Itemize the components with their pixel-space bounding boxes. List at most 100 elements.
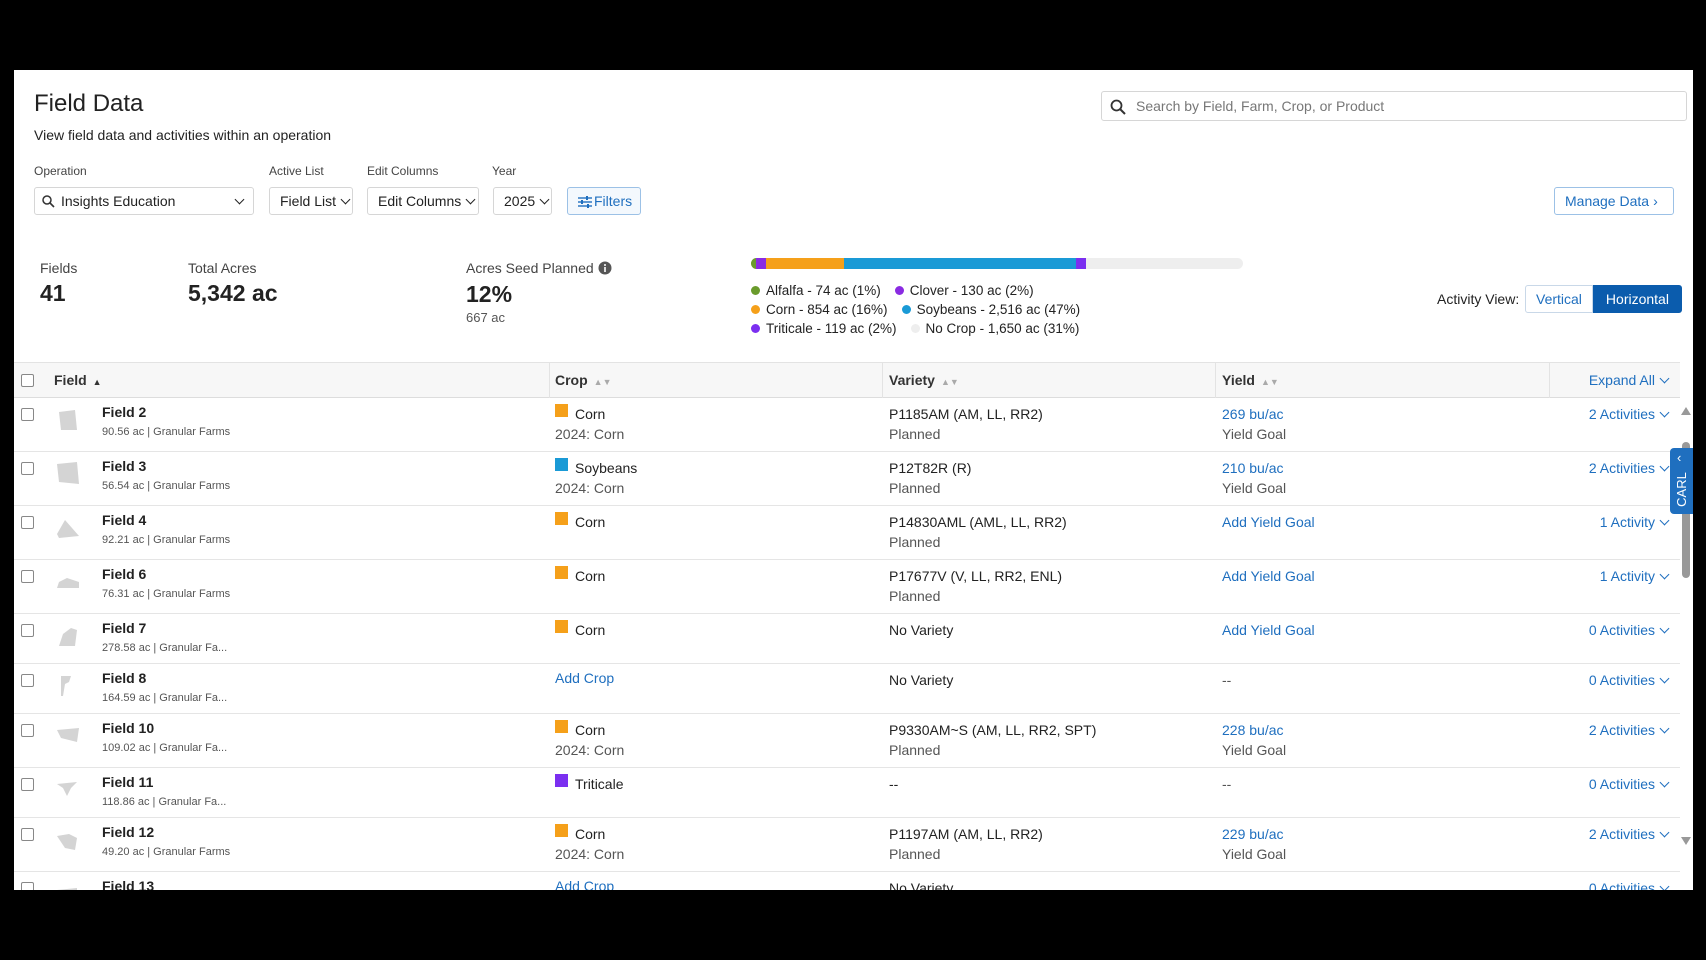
year-dropdown[interactable]: 2025 bbox=[493, 187, 552, 215]
table-row[interactable]: Field 7 278.58 ac | Granular Fa... Corn No … bbox=[14, 614, 1680, 664]
variety-status: Planned bbox=[889, 480, 941, 496]
table-row[interactable]: Field 6 76.31 ac | Granular Farms Corn P176… bbox=[14, 560, 1680, 614]
field-name[interactable]: Field 4 bbox=[102, 512, 147, 528]
column-header-text: Field bbox=[54, 372, 87, 388]
active-list-dropdown[interactable]: Field List bbox=[269, 187, 353, 215]
activities-toggle[interactable]: 2 Activities bbox=[1589, 460, 1668, 476]
field-name[interactable]: Field 13 bbox=[102, 878, 155, 890]
bar-segment bbox=[751, 258, 756, 269]
filters-button[interactable]: Filters bbox=[567, 187, 641, 215]
checkbox[interactable] bbox=[21, 724, 34, 737]
yield-link[interactable]: Add Yield Goal bbox=[1222, 622, 1315, 638]
field-detail: 164.59 ac | Granular Fa... bbox=[102, 692, 228, 704]
column-header[interactable]: Crop ▲▼ bbox=[555, 372, 612, 388]
table-row[interactable]: Field 2 90.56 ac | Granular Farms Corn 2024… bbox=[14, 398, 1680, 452]
field-name[interactable]: Field 6 bbox=[102, 566, 147, 582]
table-row[interactable]: Field 12 49.20 ac | Granular Farms Corn 202… bbox=[14, 818, 1680, 872]
activities-toggle[interactable]: 1 Activity bbox=[1600, 514, 1668, 530]
crop-name: Corn bbox=[575, 514, 606, 530]
checkbox[interactable] bbox=[21, 674, 34, 687]
chevron bbox=[230, 188, 243, 214]
yield-link[interactable]: Add Yield Goal bbox=[1222, 568, 1315, 584]
checkbox[interactable] bbox=[21, 374, 34, 387]
checkbox[interactable] bbox=[21, 408, 34, 421]
legend-item: Corn - 854 ac (16%) bbox=[751, 302, 888, 317]
scroll-down[interactable] bbox=[1680, 836, 1692, 846]
checkbox[interactable] bbox=[21, 778, 34, 791]
activities-toggle[interactable]: 2 Activities bbox=[1589, 826, 1668, 842]
column-header[interactable]: Variety ▲▼ bbox=[889, 372, 959, 388]
field-name[interactable]: Field 2 bbox=[102, 404, 147, 420]
legend-item: Clover - 130 ac (2%) bbox=[894, 283, 1034, 298]
checkbox[interactable] bbox=[21, 828, 34, 841]
sort-icon: ▲ bbox=[92, 377, 102, 387]
activities-toggle[interactable]: 0 Activities bbox=[1589, 880, 1668, 890]
crop-swatch bbox=[555, 620, 568, 633]
field-shape bbox=[57, 728, 79, 742]
yield-empty: -- bbox=[1222, 672, 1232, 688]
field-thumbnail bbox=[61, 676, 71, 696]
table-header bbox=[14, 362, 1680, 398]
add-crop-link[interactable]: Add Crop bbox=[555, 878, 615, 890]
search-box[interactable]: Search by Field, Farm, Crop, or Product bbox=[1101, 91, 1687, 121]
variety-status: Planned bbox=[889, 742, 941, 758]
field-shape bbox=[59, 628, 77, 646]
yield-link[interactable]: 269 bu/ac bbox=[1222, 406, 1284, 422]
legend-item: Triticale - 119 ac (2%) bbox=[751, 321, 897, 336]
manage-data-button[interactable]: Manage Data › bbox=[1554, 187, 1674, 215]
column-header[interactable]: Yield ▲▼ bbox=[1222, 372, 1279, 388]
variety-status: Planned bbox=[889, 846, 941, 862]
field-shape bbox=[57, 578, 79, 588]
checkbox[interactable] bbox=[21, 462, 34, 475]
operation-value: Insights Education bbox=[61, 193, 176, 209]
checkbox[interactable] bbox=[21, 516, 34, 529]
checkbox[interactable] bbox=[21, 624, 34, 637]
checkbox[interactable] bbox=[21, 882, 34, 890]
field-name[interactable]: Field 7 bbox=[102, 620, 147, 636]
info-icon[interactable] bbox=[598, 261, 612, 275]
expand-all[interactable]: Expand All bbox=[1589, 372, 1668, 388]
variety: P1197AM (AM, LL, RR2) bbox=[889, 826, 1043, 842]
table-row[interactable]: Field 8 164.59 ac | Granular Fa... Add Cro… bbox=[14, 664, 1680, 714]
search-icon bbox=[1110, 99, 1126, 115]
variety-status: Planned bbox=[889, 534, 941, 550]
operation-dropdown[interactable]: Insights Education bbox=[34, 187, 254, 215]
field-thumbnail bbox=[57, 578, 79, 588]
add-crop-link[interactable]: Add Crop bbox=[555, 670, 615, 686]
activities-toggle[interactable]: 2 Activities bbox=[1589, 722, 1668, 738]
yield-link[interactable]: 210 bu/ac bbox=[1222, 460, 1284, 476]
column-header[interactable]: Field ▲ bbox=[54, 372, 102, 388]
checkbox[interactable] bbox=[21, 570, 34, 583]
field-name[interactable]: Field 10 bbox=[102, 720, 155, 736]
bar-segment bbox=[844, 258, 1076, 269]
carl-tab[interactable]: ‹ CARL bbox=[1670, 448, 1693, 514]
yield-link[interactable]: 228 bu/ac bbox=[1222, 722, 1284, 738]
field-thumbnail bbox=[57, 728, 79, 742]
acres-label: Total Acres bbox=[188, 260, 257, 276]
activities-toggle[interactable]: 0 Activities bbox=[1589, 622, 1668, 638]
table-row[interactable]: Field 13 Add Crop No Variety 0 Activities bbox=[14, 872, 1680, 890]
crop-name: Corn bbox=[575, 826, 606, 842]
field-name[interactable]: Field 12 bbox=[102, 824, 155, 840]
table-row[interactable]: Field 10 109.02 ac | Granular Fa... Corn 20… bbox=[14, 714, 1680, 768]
crop-swatch bbox=[555, 824, 568, 837]
activities-toggle[interactable]: 0 Activities bbox=[1589, 776, 1668, 792]
toggle-option[interactable]: Vertical bbox=[1525, 285, 1593, 313]
activities-toggle[interactable]: 0 Activities bbox=[1589, 672, 1668, 688]
scroll-up[interactable] bbox=[1680, 406, 1692, 416]
seed-percent: 12% bbox=[466, 281, 513, 307]
activities-toggle[interactable]: 2 Activities bbox=[1589, 406, 1668, 422]
table-row[interactable]: Field 4 92.21 ac | Granular Farms Corn P148… bbox=[14, 506, 1680, 560]
crop-name: Corn bbox=[575, 622, 606, 638]
edit-columns-dropdown[interactable]: Edit Columns bbox=[367, 187, 479, 215]
yield-link[interactable]: Add Yield Goal bbox=[1222, 514, 1315, 530]
table-row[interactable]: Field 3 56.54 ac | Granular Farms Soybeans… bbox=[14, 452, 1680, 506]
toggle-option[interactable]: Horizontal bbox=[1592, 285, 1682, 313]
field-name[interactable]: Field 3 bbox=[102, 458, 147, 474]
activities-toggle[interactable]: 1 Activity bbox=[1600, 568, 1668, 584]
field-name[interactable]: Field 8 bbox=[102, 670, 147, 686]
table-row[interactable]: Field 11 118.86 ac | Granular Fa... Tritic… bbox=[14, 768, 1680, 818]
yield-link[interactable]: 229 bu/ac bbox=[1222, 826, 1284, 842]
legend-item: No Crop - 1,650 ac (31%) bbox=[910, 321, 1079, 336]
field-name[interactable]: Field 11 bbox=[102, 774, 154, 790]
